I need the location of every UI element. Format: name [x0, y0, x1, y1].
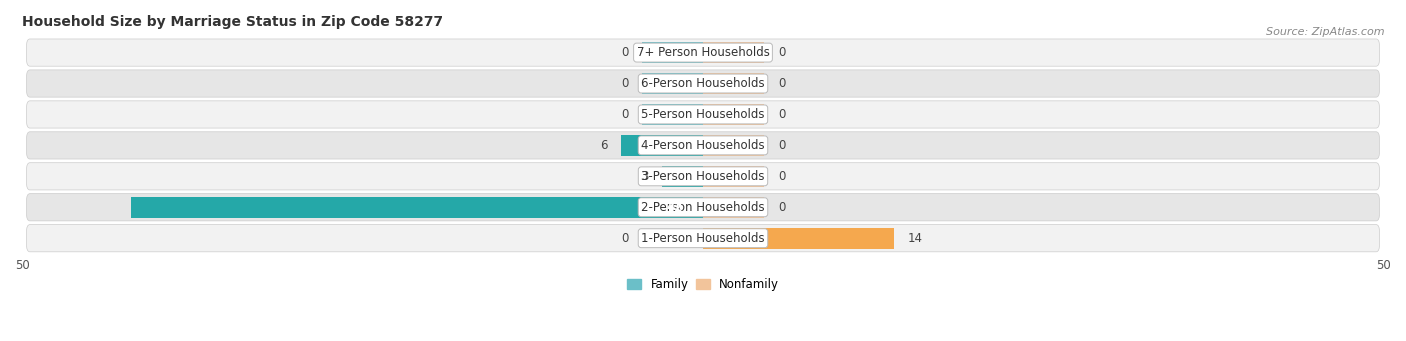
Text: 4-Person Households: 4-Person Households — [641, 139, 765, 152]
Text: 0: 0 — [621, 232, 628, 245]
Text: Household Size by Marriage Status in Zip Code 58277: Household Size by Marriage Status in Zip… — [22, 15, 443, 29]
Bar — [703, 73, 765, 94]
Bar — [703, 166, 765, 187]
Text: 0: 0 — [778, 170, 785, 183]
Text: 14: 14 — [907, 232, 922, 245]
Bar — [703, 135, 765, 156]
FancyBboxPatch shape — [27, 39, 1379, 66]
Text: 7+ Person Households: 7+ Person Households — [637, 46, 769, 59]
Bar — [703, 42, 765, 63]
Text: 0: 0 — [778, 46, 785, 59]
Text: 0: 0 — [778, 108, 785, 121]
Bar — [641, 104, 703, 125]
FancyBboxPatch shape — [27, 101, 1379, 128]
Bar — [662, 166, 703, 187]
Text: 2-Person Households: 2-Person Households — [641, 201, 765, 214]
Text: 0: 0 — [621, 46, 628, 59]
Text: 0: 0 — [778, 201, 785, 214]
Text: 42: 42 — [666, 201, 682, 214]
Text: 0: 0 — [778, 77, 785, 90]
Text: 0: 0 — [621, 108, 628, 121]
Bar — [703, 197, 765, 218]
Bar — [641, 73, 703, 94]
Text: 5-Person Households: 5-Person Households — [641, 108, 765, 121]
Text: 0: 0 — [621, 77, 628, 90]
Text: 3: 3 — [641, 170, 648, 183]
Bar — [703, 228, 894, 249]
Bar — [621, 135, 703, 156]
FancyBboxPatch shape — [27, 163, 1379, 190]
Text: 6-Person Households: 6-Person Households — [641, 77, 765, 90]
Legend: Family, Nonfamily: Family, Nonfamily — [621, 273, 785, 295]
Text: 1-Person Households: 1-Person Households — [641, 232, 765, 245]
FancyBboxPatch shape — [27, 132, 1379, 159]
Bar — [131, 197, 703, 218]
Text: Source: ZipAtlas.com: Source: ZipAtlas.com — [1267, 27, 1385, 37]
FancyBboxPatch shape — [27, 70, 1379, 97]
Text: 0: 0 — [778, 139, 785, 152]
Bar — [641, 42, 703, 63]
Text: 6: 6 — [600, 139, 607, 152]
Bar — [703, 104, 765, 125]
FancyBboxPatch shape — [27, 194, 1379, 221]
Text: 3-Person Households: 3-Person Households — [641, 170, 765, 183]
FancyBboxPatch shape — [27, 225, 1379, 252]
